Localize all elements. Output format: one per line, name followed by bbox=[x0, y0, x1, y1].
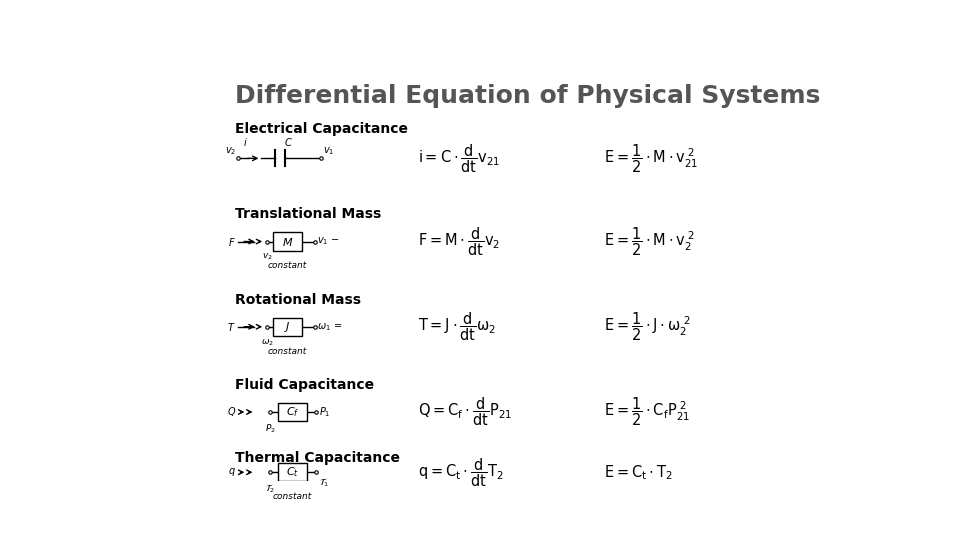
Text: constant: constant bbox=[273, 492, 312, 501]
Text: $i$: $i$ bbox=[244, 136, 248, 148]
Text: Thermal Capacitance: Thermal Capacitance bbox=[235, 451, 400, 465]
Text: $\mathrm{E = \dfrac{1}{2}\cdot M\cdot v_{21}^{\ 2}}$: $\mathrm{E = \dfrac{1}{2}\cdot M\cdot v_… bbox=[604, 142, 698, 174]
Text: $\mathcal{T}_1$: $\mathcal{T}_1$ bbox=[319, 476, 329, 489]
Bar bbox=[277, 403, 307, 421]
Text: constant: constant bbox=[268, 261, 307, 271]
Text: $\mathrm{F = M\cdot\dfrac{d}{dt}v_2}$: $\mathrm{F = M\cdot\dfrac{d}{dt}v_2}$ bbox=[418, 225, 500, 258]
Text: $v_1\,-$: $v_1\,-$ bbox=[317, 235, 340, 247]
Text: $\mathrm{E = C_t\cdot T_2}$: $\mathrm{E = C_t\cdot T_2}$ bbox=[604, 463, 672, 482]
Text: $\omega_1\,=$: $\omega_1\,=$ bbox=[317, 321, 343, 333]
Text: $v_1$: $v_1$ bbox=[324, 145, 334, 157]
Text: $M$: $M$ bbox=[281, 235, 293, 247]
Text: Electrical Capacitance: Electrical Capacitance bbox=[235, 122, 408, 136]
Text: $q$: $q$ bbox=[228, 466, 236, 478]
Text: $F$: $F$ bbox=[228, 235, 236, 247]
Text: $\mathcal{T}_2$: $\mathcal{T}_2$ bbox=[265, 483, 276, 495]
Text: $\omega_2$: $\omega_2$ bbox=[261, 337, 274, 348]
Text: $\mathrm{Q = C_f\cdot\dfrac{d}{dt}P_{21}}$: $\mathrm{Q = C_f\cdot\dfrac{d}{dt}P_{21}… bbox=[418, 396, 512, 428]
Text: $v_2$: $v_2$ bbox=[225, 145, 236, 157]
Text: $T$: $T$ bbox=[228, 321, 236, 333]
Text: $\mathrm{T = J\cdot\dfrac{d}{dt}\omega_2}$: $\mathrm{T = J\cdot\dfrac{d}{dt}\omega_2… bbox=[418, 310, 495, 343]
Text: Translational Mass: Translational Mass bbox=[235, 207, 381, 221]
Text: $C$: $C$ bbox=[284, 136, 293, 148]
Bar bbox=[273, 318, 302, 336]
Text: $v_2$: $v_2$ bbox=[262, 252, 273, 262]
Text: $\mathrm{i = C\cdot\dfrac{d}{dt}v_{21}}$: $\mathrm{i = C\cdot\dfrac{d}{dt}v_{21}}$ bbox=[418, 142, 500, 174]
Bar bbox=[273, 232, 302, 251]
Text: $\mathrm{E = \dfrac{1}{2}\cdot C_f P_{21}^{\ 2}}$: $\mathrm{E = \dfrac{1}{2}\cdot C_f P_{21… bbox=[604, 396, 689, 428]
Text: $C_t$: $C_t$ bbox=[286, 465, 300, 479]
Bar bbox=[277, 463, 307, 482]
Text: $Q$: $Q$ bbox=[227, 406, 236, 419]
Text: $P_2$: $P_2$ bbox=[265, 422, 276, 435]
Text: $P_1$: $P_1$ bbox=[319, 405, 330, 419]
Text: $C_f$: $C_f$ bbox=[286, 405, 300, 419]
Text: $\mathrm{q = C_t\cdot\dfrac{d}{dt}T_2}$: $\mathrm{q = C_t\cdot\dfrac{d}{dt}T_2}$ bbox=[418, 456, 503, 489]
Text: constant: constant bbox=[268, 347, 307, 356]
Text: $J$: $J$ bbox=[284, 320, 291, 334]
Text: Rotational Mass: Rotational Mass bbox=[235, 293, 361, 307]
Text: Fluid Capacitance: Fluid Capacitance bbox=[235, 378, 374, 392]
Text: Differential Equation of Physical Systems: Differential Equation of Physical System… bbox=[235, 84, 821, 107]
Text: $\mathrm{E = \dfrac{1}{2}\cdot M\cdot v_2^{\ 2}}$: $\mathrm{E = \dfrac{1}{2}\cdot M\cdot v_… bbox=[604, 225, 695, 258]
Text: $\mathrm{E = \dfrac{1}{2}\cdot J\cdot \omega_2^{\ 2}}$: $\mathrm{E = \dfrac{1}{2}\cdot J\cdot \o… bbox=[604, 310, 690, 343]
